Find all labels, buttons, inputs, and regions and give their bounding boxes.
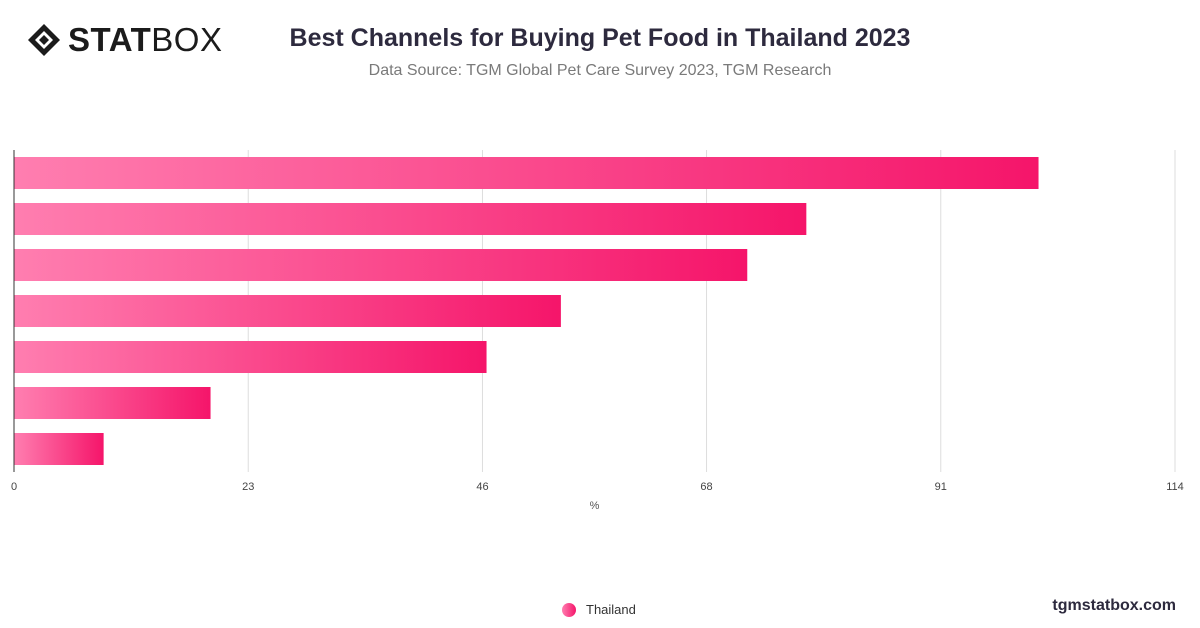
chart-subtitle: Data Source: TGM Global Pet Care Survey … (368, 62, 832, 79)
bars (14, 157, 1039, 465)
bar[interactable] (14, 433, 104, 465)
bar[interactable] (14, 341, 487, 373)
x-tick-label: 68 (700, 481, 712, 493)
x-axis-title: % (590, 500, 600, 512)
legend-swatch-thailand (562, 602, 576, 617)
bar[interactable] (14, 157, 1039, 189)
chart-title: Best Channels for Buying Pet Food in Tha… (289, 24, 911, 52)
logo-wordmark-light: BOX (151, 21, 223, 58)
x-tick-label: 114 (1166, 481, 1184, 493)
logo-wordmark: STATBOX (68, 22, 222, 58)
website-footer[interactable]: tgmstatbox.com (1052, 597, 1176, 614)
legend[interactable]: Thailand (562, 602, 636, 617)
x-tick-label: 91 (935, 481, 947, 493)
bar[interactable] (14, 295, 561, 327)
x-tick-label: 46 (476, 481, 488, 493)
bar[interactable] (14, 203, 807, 235)
bar[interactable] (14, 387, 211, 419)
bar[interactable] (14, 249, 748, 281)
logo-wordmark-bold: STAT (68, 21, 152, 58)
x-tick-label: 23 (242, 481, 254, 493)
x-axis: 0 23 46 68 91 114 (11, 150, 1184, 493)
statbox-logo[interactable]: STATBOX (26, 22, 222, 58)
diamond-logo-icon (28, 24, 60, 56)
legend-label-thailand: Thailand (586, 602, 636, 617)
x-tick-label: 0 (11, 481, 17, 493)
